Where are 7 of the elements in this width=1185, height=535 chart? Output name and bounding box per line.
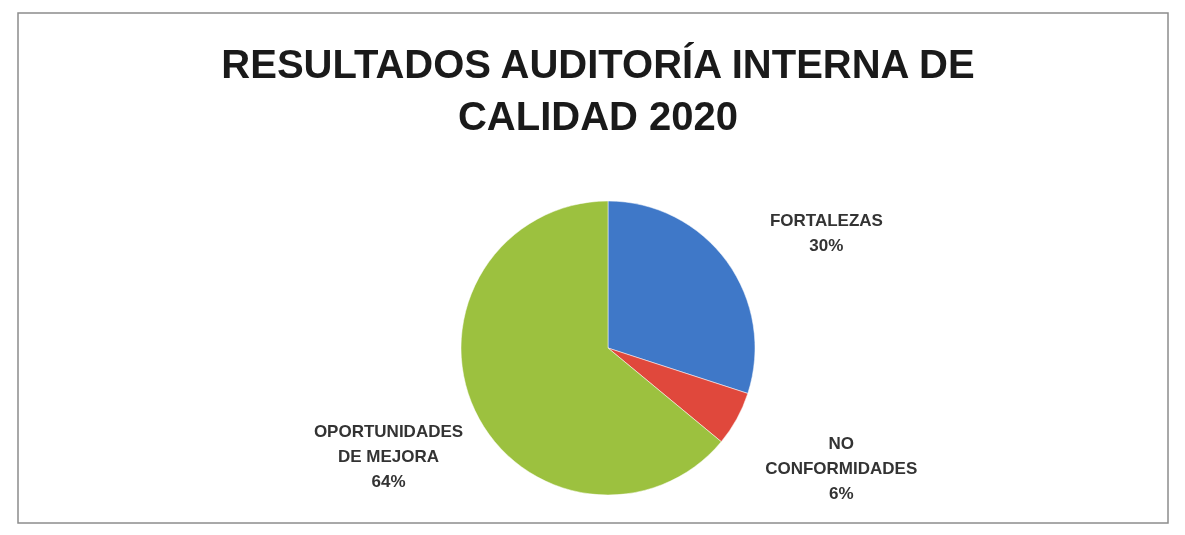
chart-title: RESULTADOS AUDITORÍA INTERNA DE CALIDAD 2020 (221, 42, 975, 138)
data-label: 6% (828, 484, 854, 504)
slice-label: NO CONFORMIDADES (765, 434, 918, 479)
data-label: 30% (809, 235, 844, 255)
data-label: 64% (371, 471, 406, 491)
slice-label: FORTALEZAS (769, 210, 883, 230)
slice-label: OPORTUNIDADES DE MEJORA (313, 421, 464, 466)
